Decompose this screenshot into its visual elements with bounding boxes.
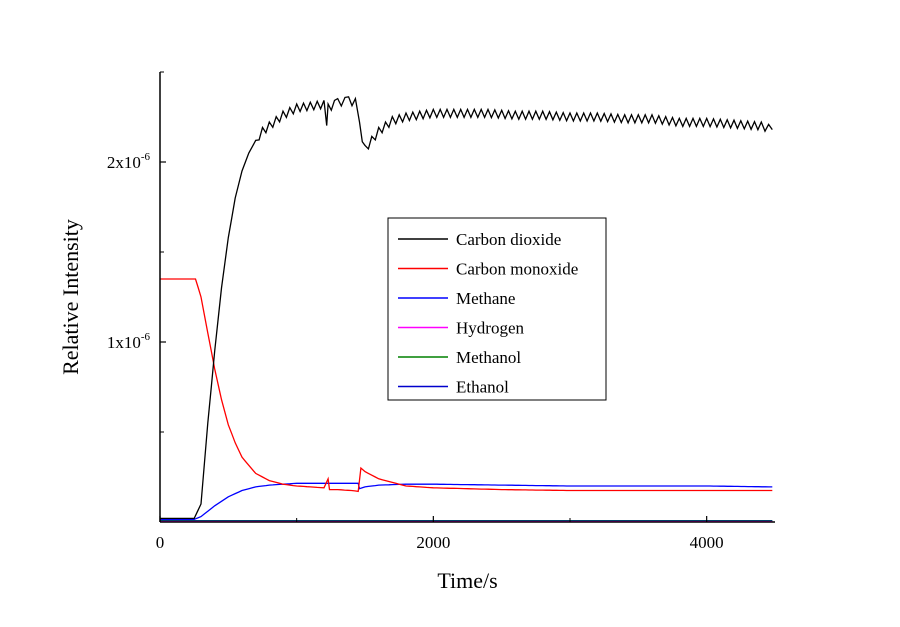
y-axis-title: Relative Intensity bbox=[58, 219, 83, 375]
legend-label: Ethanol bbox=[456, 378, 509, 397]
legend-label: Methane bbox=[456, 289, 515, 308]
legend-label: Carbon monoxide bbox=[456, 260, 578, 279]
x-tick-label: 2000 bbox=[416, 533, 450, 552]
series-line-carbon-dioxide bbox=[160, 96, 773, 520]
series-line-methane bbox=[160, 482, 773, 520]
legend-label: Hydrogen bbox=[456, 319, 524, 338]
y-tick-label: 2x10-6 bbox=[107, 151, 151, 172]
series-line-carbon-monoxide bbox=[160, 278, 773, 493]
x-tick-label: 4000 bbox=[690, 533, 724, 552]
x-axis-title: Time/s bbox=[437, 568, 497, 593]
legend-label: Methanol bbox=[456, 348, 521, 367]
legend: Carbon dioxide Carbon monoxide Methane Hydr… bbox=[387, 217, 607, 401]
x-tick-label: 0 bbox=[156, 533, 165, 552]
axes-layer: 0 2000 4000 1x10-6 2x10-6 bbox=[107, 71, 775, 552]
y-tick-label: 1x10-6 bbox=[107, 331, 151, 352]
legend-box bbox=[387, 217, 607, 401]
legend-label: Carbon dioxide bbox=[456, 230, 561, 249]
